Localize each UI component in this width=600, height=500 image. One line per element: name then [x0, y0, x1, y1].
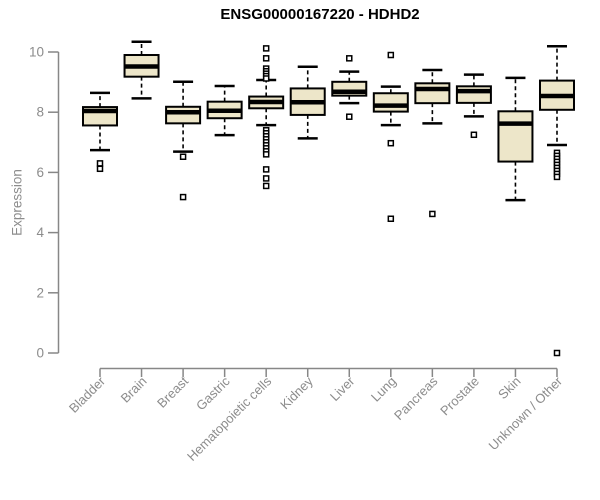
outlier-point [346, 113, 353, 120]
y-tick-label: 10 [29, 45, 44, 60]
outlier-point [179, 153, 187, 160]
iqr-box [372, 92, 409, 113]
box-lung [372, 51, 409, 223]
box-gastric [206, 84, 243, 137]
outlier-point [262, 182, 270, 190]
outlier-point [553, 349, 561, 357]
y-axis: 0 2 4 6 8 10 [29, 45, 60, 361]
outlier-point [429, 210, 436, 218]
x-tick-label-brain: Brain [118, 374, 150, 406]
outlier-point [262, 151, 270, 158]
x-tick-label-prostate: Prostate [437, 374, 482, 419]
outlier-point [262, 45, 270, 52]
y-tick-label: 8 [36, 105, 44, 120]
box-liver [331, 55, 368, 120]
outlier-point [262, 166, 270, 173]
outlier-point [179, 193, 187, 201]
outlier-point [262, 55, 270, 62]
box-unknown-other [538, 45, 575, 357]
iqr-box [165, 105, 202, 125]
chart-title: ENSG00000167220 - HDHD2 [220, 6, 420, 23]
iqr-box [414, 82, 451, 105]
outlier-point [96, 160, 104, 167]
box-breast [165, 80, 202, 201]
x-tick-label-unknown-other: Unknown / Other [486, 373, 566, 453]
x-tick-label-pancreas: Pancreas [391, 373, 441, 423]
box-hematopoietic-cells [248, 45, 285, 190]
box-pancreas [414, 68, 451, 218]
y-tick-label: 6 [36, 165, 44, 180]
box-prostate [455, 73, 492, 139]
x-tick-label-lung: Lung [368, 374, 399, 405]
iqr-box [497, 110, 534, 163]
x-tick-label-breast: Breast [154, 373, 191, 410]
outlier-point [262, 175, 270, 182]
box-bladder [82, 91, 118, 173]
y-tick-label: 0 [36, 346, 44, 361]
y-tick-label: 2 [36, 285, 44, 300]
outlier-point [387, 139, 395, 147]
x-tick-label-liver: Liver [327, 373, 358, 404]
outlier-point [262, 75, 270, 82]
iqr-box [455, 85, 492, 104]
outlier-point [387, 215, 395, 223]
box-brain [123, 40, 160, 100]
x-tick-label-bladder: Bladder [66, 373, 109, 416]
x-tick-label-gastric: Gastric [193, 373, 233, 413]
outlier-point [553, 173, 561, 181]
box-kidney [289, 65, 326, 140]
y-tick-label: 4 [36, 225, 44, 240]
x-tick-label-kidney: Kidney [277, 373, 316, 412]
x-tick-label-skin: Skin [495, 374, 523, 402]
outlier-point [96, 165, 104, 173]
outlier-point [470, 131, 478, 139]
box-skin [497, 76, 534, 202]
outlier-point [387, 51, 395, 59]
outlier-point [346, 55, 353, 62]
